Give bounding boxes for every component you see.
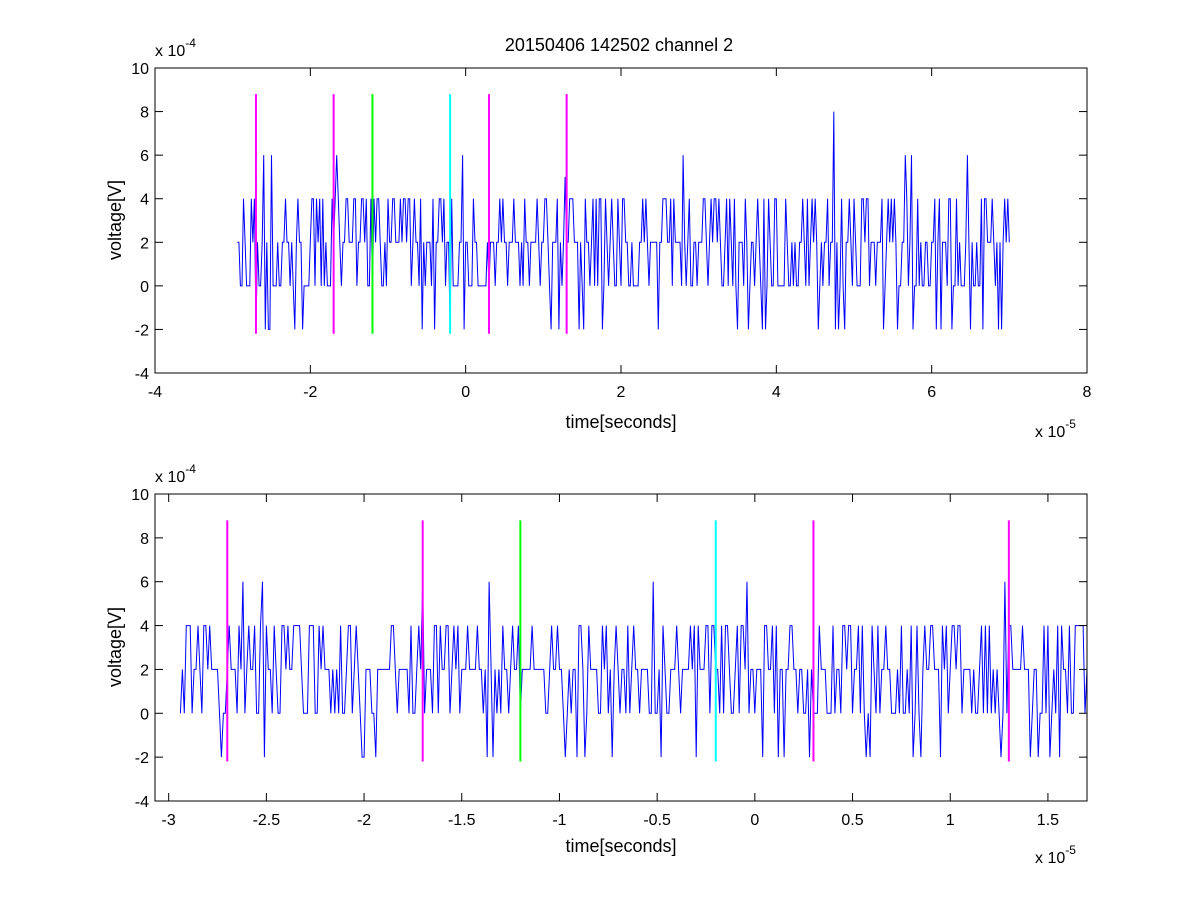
bottom-plot-x-tick-label: 0.5 xyxy=(841,812,863,829)
bottom-plot: -3 -2.5 -2 -1.5 -1 -0.5 0 0.5 1 1.5 -4 -2 0 2 4 6 8 10 ti… xyxy=(105,462,1088,867)
bottom-plot-x-tick-label: 1.5 xyxy=(1037,812,1059,829)
bottom-plot-y-tick-label: 2 xyxy=(140,662,149,679)
bottom-plot-x-tick-label: 0 xyxy=(750,812,759,829)
bottom-plot-x-tick-label: -1.5 xyxy=(448,812,476,829)
bottom-plot-y-tick-label: 4 xyxy=(140,619,149,636)
bottom-plot-x-axis-label: time[seconds] xyxy=(565,836,676,856)
top-plot-data-layer xyxy=(237,94,1010,334)
bottom-plot-x-tick-label: -3 xyxy=(162,812,176,829)
top-plot-x-tick-label: 8 xyxy=(1083,384,1092,401)
bottom-plot-x-tick-label: 1 xyxy=(946,812,955,829)
top-plot-y-tick-label: -4 xyxy=(135,366,149,383)
top-plot-ticks xyxy=(154,67,1088,374)
bottom-plot-x-tick-label: -1 xyxy=(552,812,566,829)
bottom-plot-y-tick-label: 0 xyxy=(140,706,149,723)
top-plot-y-tick-label: 4 xyxy=(140,192,149,209)
top-plot-y-axis-label: voltage[V] xyxy=(105,180,125,260)
bottom-plot-y-axis-label: voltage[V] xyxy=(105,607,125,687)
bottom-plot-ticks xyxy=(155,493,1087,802)
top-plot-x-tick-label: 4 xyxy=(772,384,781,401)
bottom-plot-y-multiplier: x 10-4 xyxy=(155,462,196,486)
top-plot-y-tick-label: 6 xyxy=(140,148,149,165)
bottom-plot-y-tick-label: 6 xyxy=(140,575,149,592)
top-plot-y-tick-label: -2 xyxy=(135,322,149,339)
bottom-plot-y-tick-label: 8 xyxy=(140,531,149,548)
bottom-plot-frame xyxy=(154,493,1088,802)
top-plot-y-tick-label: 8 xyxy=(140,105,149,122)
top-plot-x-axis-label: time[seconds] xyxy=(565,412,676,432)
top-plot-y-tick-label: 10 xyxy=(131,61,149,78)
bottom-plot-x-multiplier: x 10-5 xyxy=(1035,843,1076,867)
bottom-plot-x-tick-label: -2 xyxy=(357,812,371,829)
bottom-plot-tick-labels: -3 -2.5 -2 -1.5 -1 -0.5 0 0.5 1 1.5 -4 -2 0 2 4 6 8 10 xyxy=(131,487,1059,829)
bottom-plot-data-layer xyxy=(179,520,1088,762)
top-plot-y-tick-label: 0 xyxy=(140,279,149,296)
bottom-plot-x-tick-label: -0.5 xyxy=(643,812,671,829)
top-plot-x-multiplier: x 10-5 xyxy=(1035,417,1076,441)
bottom-plot-y-tick-label: 10 xyxy=(131,487,149,504)
top-plot-x-tick-label: 0 xyxy=(461,384,470,401)
top-plot-y-multiplier: x 10-4 xyxy=(155,36,196,60)
bottom-plot-x-tick-label: -2.5 xyxy=(253,812,281,829)
top-plot-signal-trace xyxy=(237,111,1010,330)
top-plot-x-tick-label: 6 xyxy=(927,384,936,401)
top-plot-tick-labels: -4 -2 0 2 4 6 8 -4 -2 0 2 4 6 8 10 xyxy=(131,61,1091,401)
top-plot-x-tick-label: -2 xyxy=(303,384,317,401)
top-plot-x-tick-label: 2 xyxy=(617,384,626,401)
top-plot: -4 -2 0 2 4 6 8 -4 -2 0 2 4 6 8 10 time[seconds] volta… xyxy=(105,36,1092,441)
bottom-plot-y-tick-label: -2 xyxy=(135,750,149,767)
bottom-plot-y-tick-label: -4 xyxy=(135,794,149,811)
figure-title: 20150406 142502 channel 2 xyxy=(505,35,733,55)
top-plot-y-tick-label: 2 xyxy=(140,235,149,252)
bottom-plot-signal-trace xyxy=(179,581,1088,758)
top-plot-x-tick-label: -4 xyxy=(148,384,162,401)
